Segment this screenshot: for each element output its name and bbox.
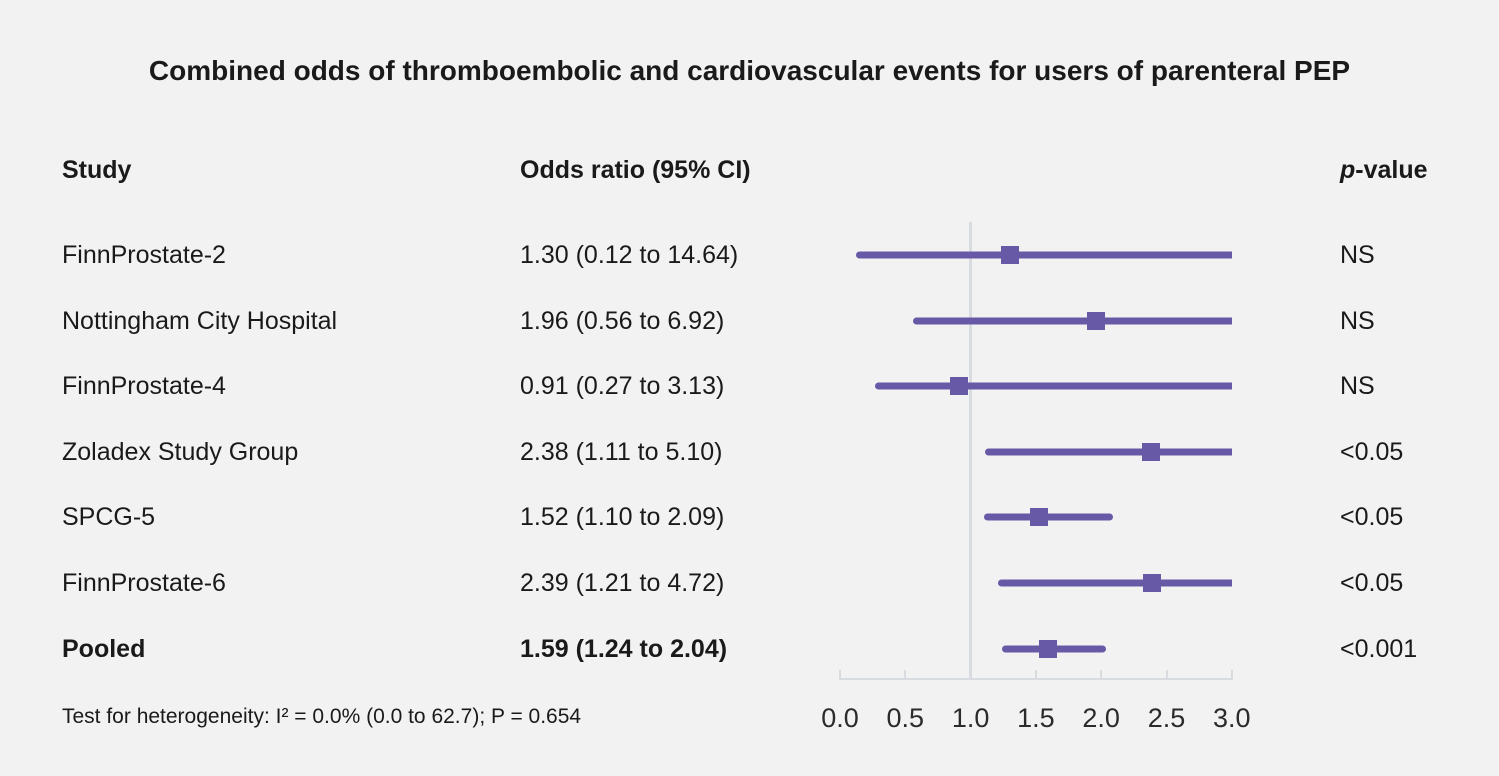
study-name: Nottingham City Hospital	[62, 306, 338, 335]
x-axis-tick	[839, 670, 841, 678]
p-value: <0.05	[1340, 437, 1404, 466]
x-axis-tick	[1100, 670, 1103, 678]
study-name: FinnProstate-2	[62, 241, 226, 269]
p-value-rest: -value	[1355, 156, 1428, 184]
x-axis-tick-label: 2.5	[1147, 703, 1186, 733]
point-estimate-marker	[1086, 311, 1105, 330]
p-value: NS	[1340, 306, 1375, 335]
p-value: NS	[1340, 241, 1375, 269]
p-value: NS	[1340, 372, 1375, 401]
point-estimate-marker	[1141, 442, 1160, 461]
confidence-interval-line	[855, 251, 1232, 259]
confidence-interval-line	[875, 382, 1232, 390]
confidence-interval-line	[984, 448, 1232, 456]
odds-ratio-value: 1.96 (0.56 to 6.92)	[520, 306, 725, 335]
x-axis-tick-label: 0.5	[886, 703, 925, 733]
odds-ratio-value: 2.38 (1.11 to 5.10)	[520, 437, 723, 466]
x-axis-tick	[1230, 670, 1233, 678]
odds-ratio-value: 0.91 (0.27 to 3.13)	[520, 372, 725, 401]
odds-ratio-value: 2.39 (1.21 to 4.72)	[520, 569, 725, 597]
confidence-interval-line	[983, 513, 1113, 521]
heterogeneity-note: Test for heterogeneity: I² = 0.0% (0.0 t…	[62, 705, 582, 728]
study-name: Pooled	[62, 634, 146, 663]
column-header-study: Study	[62, 156, 132, 184]
p-value: <0.05	[1340, 569, 1404, 597]
confidence-interval-line	[998, 579, 1232, 587]
point-estimate-marker	[1143, 574, 1162, 592]
study-name: FinnProstate-6	[62, 569, 226, 597]
x-axis-tick	[969, 670, 972, 678]
x-axis-tick	[904, 670, 907, 678]
p-value: <0.05	[1340, 503, 1404, 532]
x-axis-tick-label: 2.0	[1082, 703, 1120, 733]
x-axis-tick-label: 0.0	[821, 703, 859, 733]
odds-ratio-value: 1.52 (1.10 to 2.09)	[520, 503, 725, 532]
study-name: FinnProstate-4	[62, 372, 226, 401]
x-axis-tick-label: 3.0	[1213, 703, 1251, 733]
page-title: Combined odds of thromboembolic and card…	[148, 55, 1351, 86]
point-estimate-marker	[1000, 246, 1019, 264]
column-header-p-value: p-value	[1340, 154, 1428, 186]
point-estimate-marker	[1029, 508, 1048, 527]
x-axis-tick-label: 1.0	[951, 703, 990, 733]
point-estimate-marker	[1038, 639, 1057, 658]
x-axis-tick	[1165, 670, 1168, 678]
odds-ratio-value: 1.30 (0.12 to 14.64)	[520, 241, 739, 269]
x-axis-tick-label: 1.5	[1017, 703, 1055, 733]
x-axis-line	[839, 678, 1233, 680]
odds-ratio-value: 1.59 (1.24 to 2.04)	[520, 634, 728, 663]
x-axis-tick	[1034, 670, 1037, 678]
p-value-italic-p: p	[1340, 156, 1356, 184]
reference-line	[969, 222, 973, 680]
point-estimate-marker	[949, 377, 968, 396]
confidence-interval-line	[913, 317, 1232, 325]
column-header-odds-ratio: Odds ratio (95% CI)	[520, 156, 751, 184]
p-value: <0.001	[1340, 634, 1418, 663]
study-name: SPCG-5	[62, 503, 156, 532]
study-name: Zoladex Study Group	[62, 437, 299, 466]
